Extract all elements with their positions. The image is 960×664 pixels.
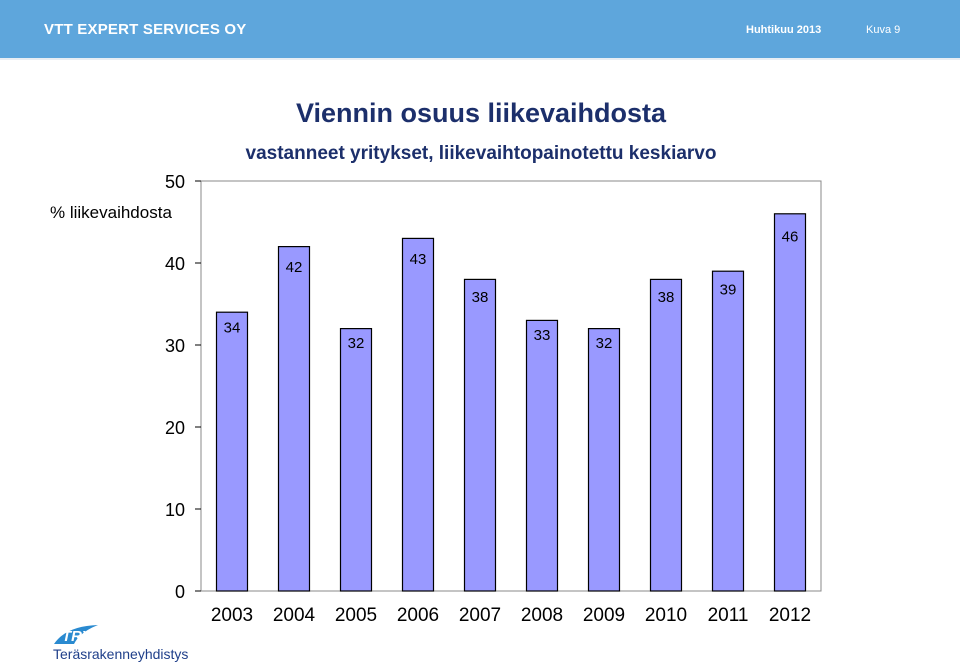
data-label: 46 — [782, 228, 799, 245]
plot-frame — [200, 180, 822, 592]
bar — [215, 311, 249, 592]
chart-subtitle: vastanneet yritykset, liikevaihtopainote… — [245, 143, 717, 164]
data-label: 32 — [348, 335, 365, 352]
x-tick-label: 2006 — [397, 605, 439, 626]
header-bar: VTT EXPERT SERVICES OY Huhtikuu 2013 Kuv… — [0, 0, 960, 60]
data-label: 38 — [658, 289, 675, 306]
data-label: 33 — [534, 327, 551, 344]
logo-mark: TRY — [62, 628, 94, 645]
x-tick-label: 2005 — [335, 605, 377, 626]
bar — [277, 246, 311, 592]
y-tick-label: 10 — [165, 500, 185, 520]
y-tick-label: 50 — [165, 172, 185, 192]
x-tick-label: 2012 — [769, 605, 811, 626]
x-tick-label: 2008 — [521, 605, 563, 626]
y-tick-label: 0 — [175, 582, 185, 602]
chart-title: Viennin osuus liikevaihdosta — [295, 98, 667, 128]
x-tick-label: 2009 — [583, 605, 625, 626]
data-label: 32 — [596, 335, 613, 352]
bar — [711, 270, 745, 592]
logo-name: Teräsrakenneyhdistys — [53, 646, 189, 662]
try-logo-icon: TRY — [54, 625, 98, 645]
bar — [773, 213, 807, 592]
x-tick-label: 2011 — [708, 605, 749, 626]
x-tick-label: 2003 — [211, 605, 253, 626]
bar — [587, 328, 621, 592]
data-label: 39 — [720, 282, 737, 299]
bar — [525, 319, 559, 592]
data-label: 34 — [224, 320, 241, 337]
y-axis-label: % liikevaihdosta — [50, 203, 172, 222]
y-tick-label: 30 — [165, 336, 185, 356]
data-label: 43 — [410, 251, 427, 268]
x-tick-label: 2007 — [459, 605, 501, 626]
y-tick-label: 40 — [165, 254, 185, 274]
data-label: 42 — [286, 259, 303, 276]
bar — [463, 278, 497, 592]
figure-number: Kuva 9 — [866, 24, 901, 36]
x-tick-label: 2004 — [273, 605, 316, 626]
bar — [649, 278, 683, 592]
x-tick-label: 2010 — [645, 605, 687, 626]
report-date: Huhtikuu 2013 — [746, 24, 822, 36]
data-label: 38 — [472, 289, 489, 306]
brand-name: VTT EXPERT SERVICES OY — [44, 21, 247, 38]
y-tick-label: 20 — [165, 418, 185, 438]
bar — [339, 328, 373, 592]
bar — [401, 237, 435, 592]
